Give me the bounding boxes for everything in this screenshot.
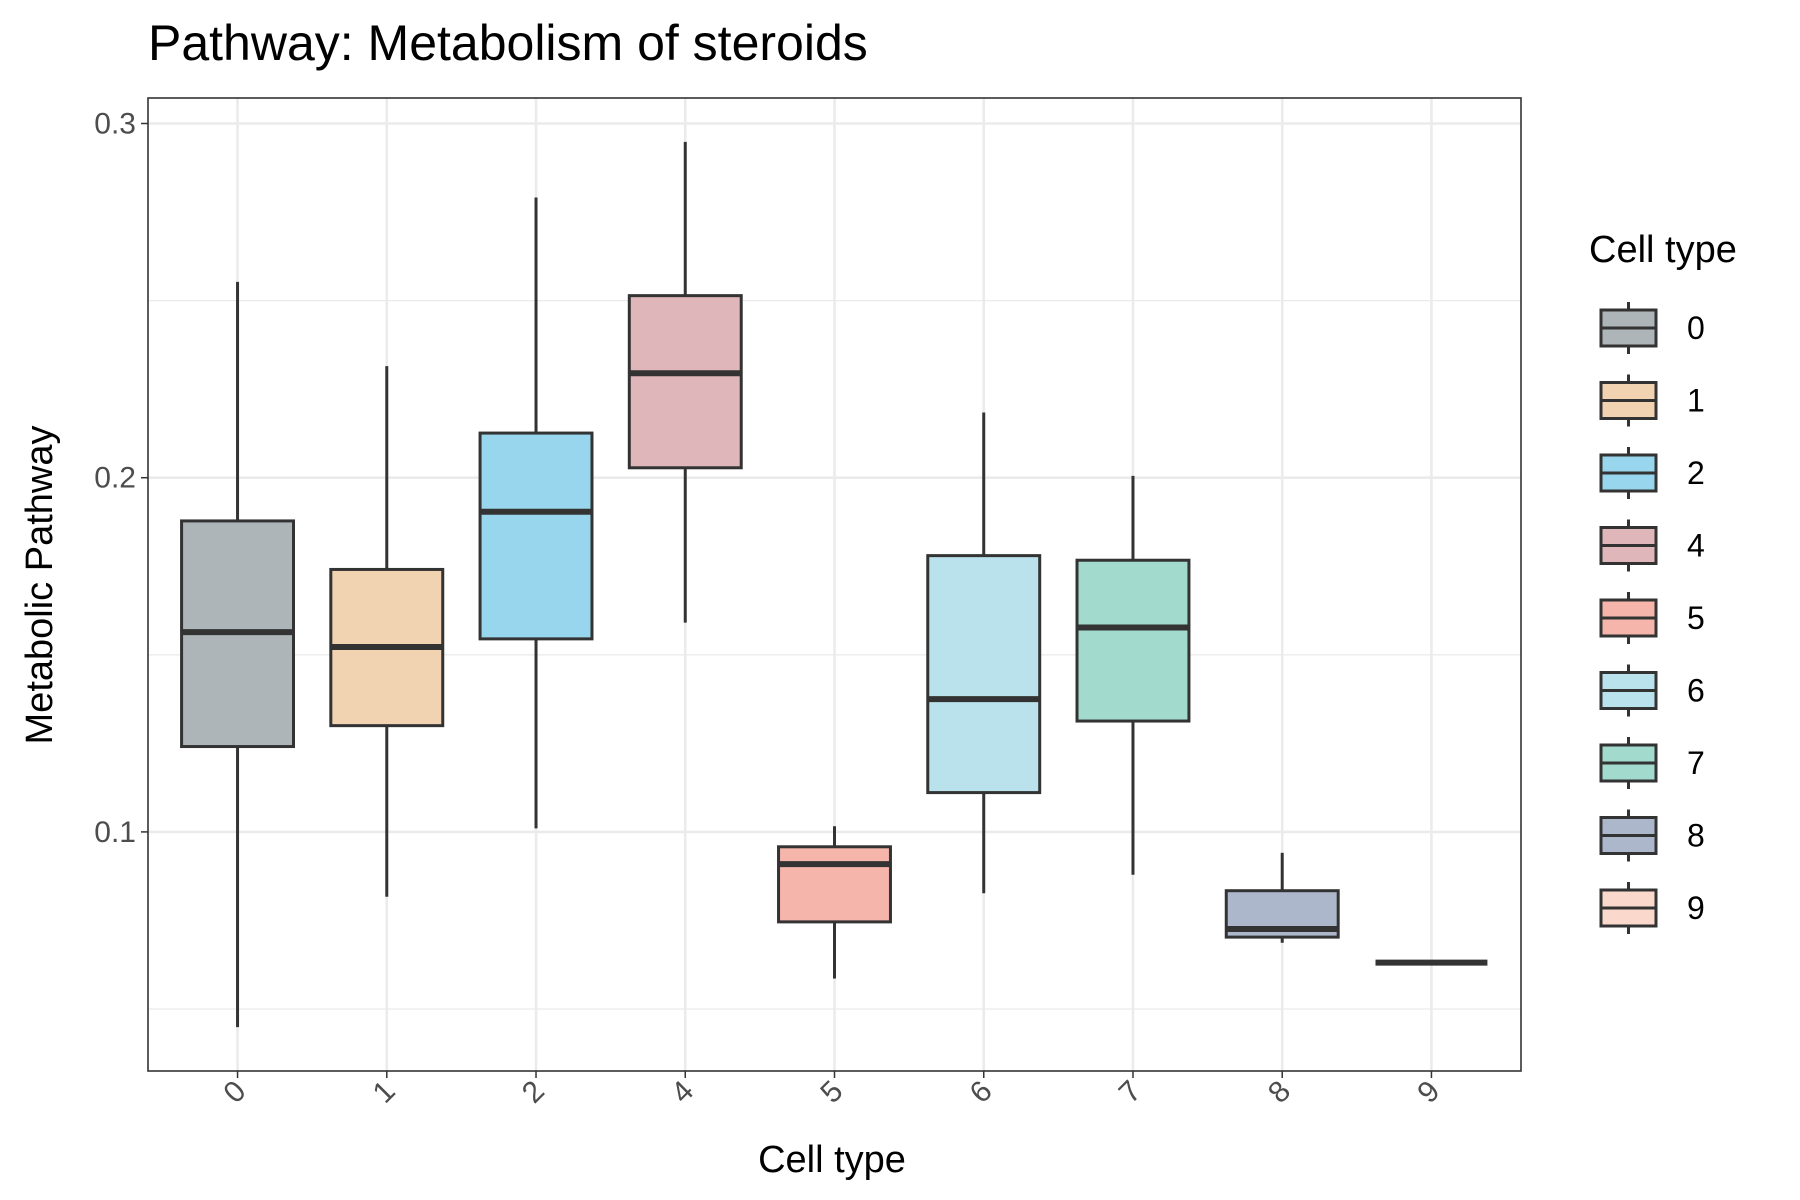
y-tick-label: 0.3 [94, 108, 136, 141]
y-tick-label: 0.2 [94, 462, 136, 495]
x-tick-label: 4 [665, 1075, 700, 1110]
panel-border [147, 97, 1522, 1072]
legend-item: 7 [1599, 737, 1705, 789]
box [1075, 558, 1191, 723]
x-tick-label: 8 [1262, 1075, 1297, 1110]
x-tick-label: 2 [516, 1075, 551, 1110]
chart-title: Pathway: Metabolism of steroids [148, 15, 868, 71]
legend-item: 0 [1599, 302, 1705, 354]
legend-label: 8 [1687, 818, 1705, 854]
x-tick-label: 1 [367, 1075, 402, 1110]
legend-label: 0 [1687, 310, 1705, 346]
legend-label: 9 [1687, 890, 1705, 926]
x-tick-label: 7 [1113, 1075, 1148, 1110]
y-axis-title: Metabolic Pathway [19, 426, 61, 745]
legend-title: Cell type [1589, 229, 1737, 271]
legend-item: 1 [1599, 374, 1705, 427]
x-axis-title: Cell type [758, 1139, 906, 1181]
y-tick-label: 0.1 [94, 816, 136, 849]
legend-label: 4 [1687, 528, 1705, 564]
x-tick-label: 6 [964, 1075, 999, 1110]
legend-item: 2 [1599, 447, 1705, 499]
legend-item: 6 [1599, 664, 1705, 717]
legend-item: 5 [1599, 592, 1705, 644]
legend-label: 5 [1687, 600, 1705, 636]
legend-label: 1 [1687, 383, 1705, 419]
x-tick-label: 5 [814, 1075, 849, 1110]
legend-item: 9 [1599, 882, 1705, 934]
box [926, 554, 1042, 795]
legend-item: 8 [1599, 809, 1705, 862]
x-tick-label: 0 [217, 1075, 252, 1110]
legend-label: 6 [1687, 673, 1705, 709]
box [777, 845, 892, 924]
legend-label: 7 [1687, 745, 1705, 781]
legend-label: 2 [1687, 455, 1705, 491]
legend-item: 4 [1599, 519, 1705, 572]
x-tick-label: 9 [1411, 1075, 1446, 1110]
box [627, 294, 743, 470]
box [478, 431, 594, 641]
